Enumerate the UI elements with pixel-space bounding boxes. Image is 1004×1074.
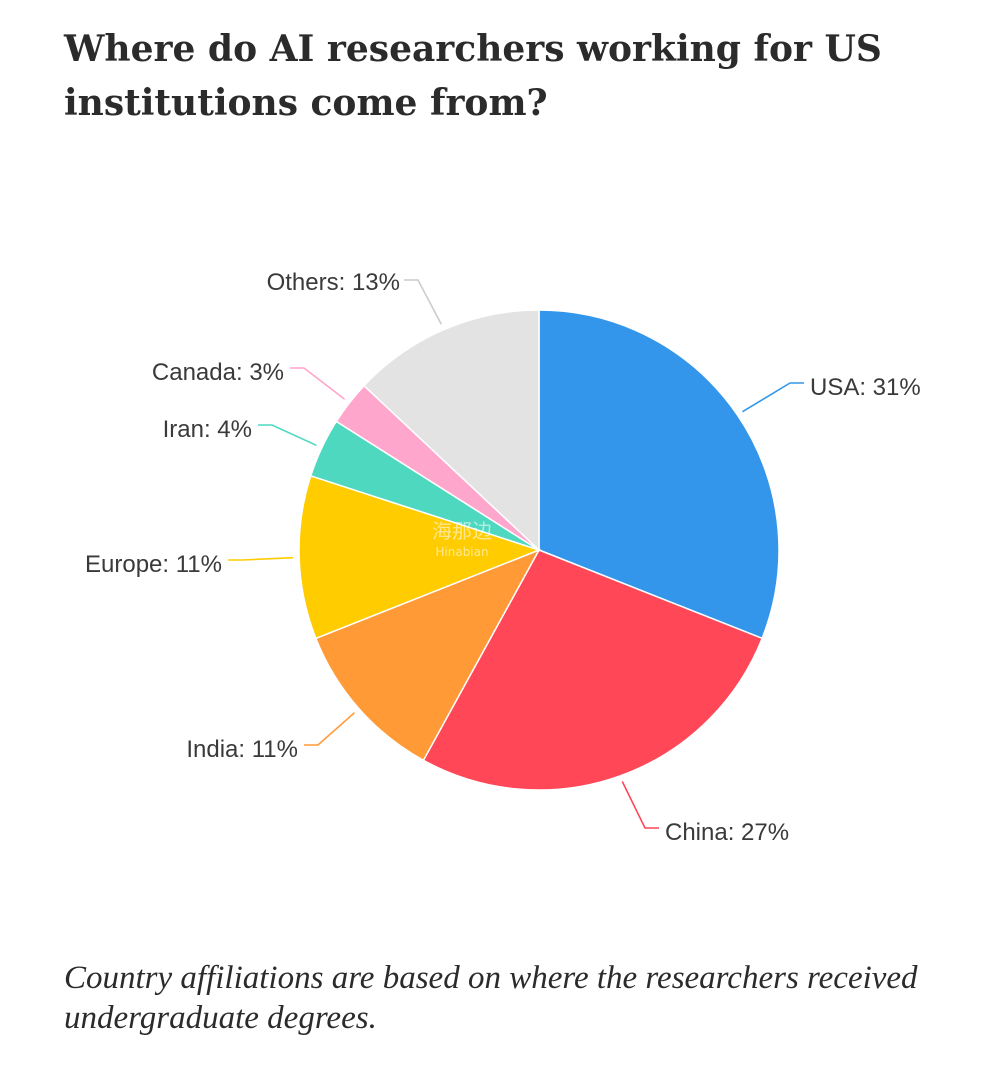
slice-label-iran: Iran: 4% [163,416,252,443]
leader-line-canada [290,367,346,400]
slice-label-usa: USA: 31% [810,374,921,401]
leader-line-iran [258,424,317,447]
slice-label-others: Others: 13% [267,269,400,296]
chart-title: Where do AI researchers working for US i… [64,28,882,124]
slice-labels: USA: 31% China: 27% India: 11% Europe: 11% I… [85,269,921,846]
pie-slice-usa [538,309,780,640]
label-leader-lines [228,279,804,829]
pie-slice-europe [298,474,542,640]
leader-line-usa [742,382,804,413]
pie-slice-india [314,548,541,762]
watermark-subtext: Hinabian [435,545,488,559]
pie-slice-others [362,309,540,552]
leader-line-europe [228,556,294,561]
leader-line-india [304,712,356,746]
slice-label-europe: Europe: 11% [85,551,222,578]
chart-caption: Country affiliations are based on where … [64,960,918,1036]
leader-line-others [404,279,443,325]
pie-slices [298,309,780,791]
slice-label-china: China: 27% [665,819,789,846]
watermark-text: 海那边 [432,519,492,543]
slice-label-india: India: 11% [186,736,298,763]
watermark: 海那边 Hinabian [432,519,492,559]
pie-slice-china [422,549,764,791]
leader-line-china [621,781,659,829]
slice-label-canada: Canada: 3% [152,359,284,386]
